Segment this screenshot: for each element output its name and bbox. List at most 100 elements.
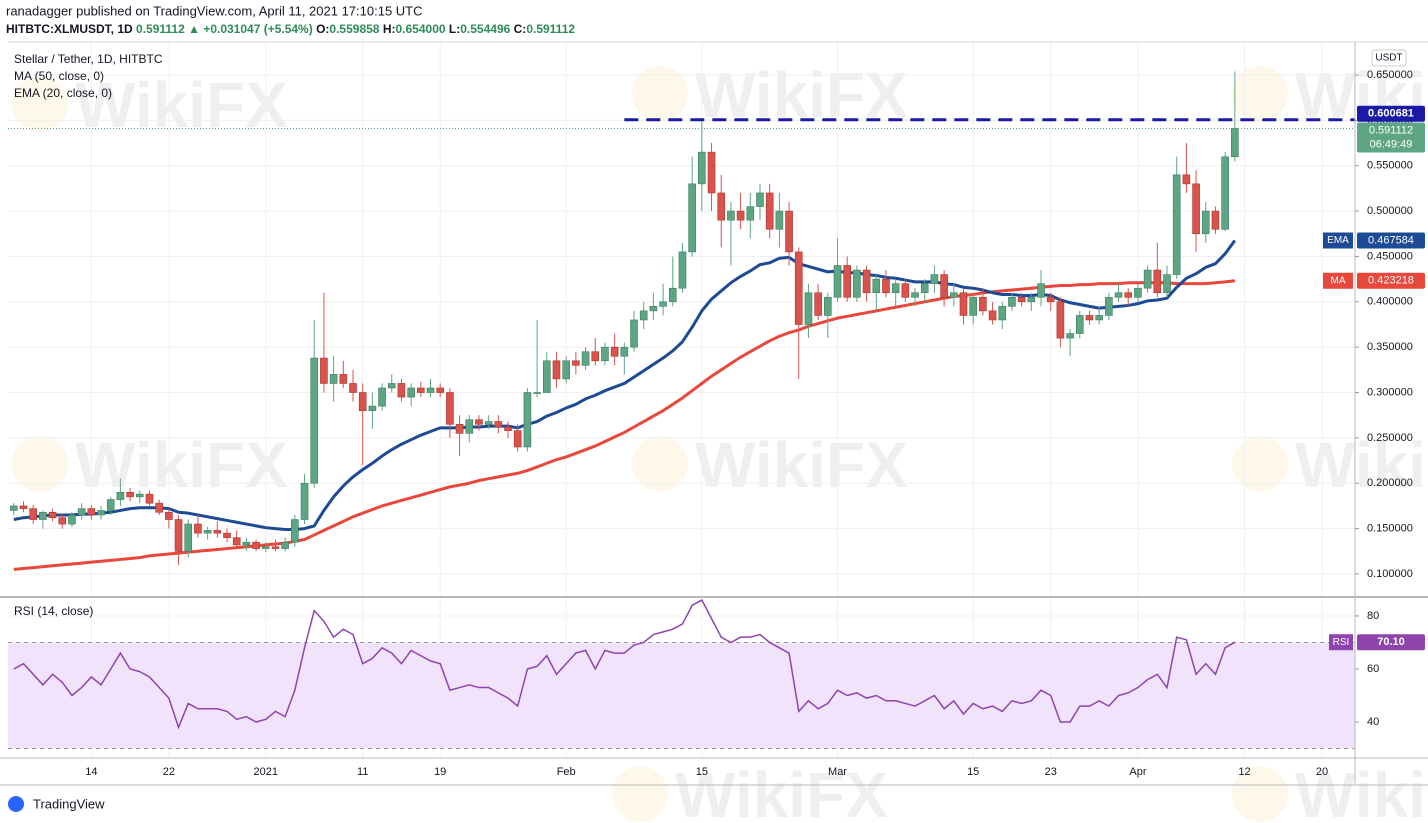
candle-body [668, 287, 677, 303]
candle-body [736, 210, 745, 221]
candle-body [97, 510, 105, 516]
candle-body [1008, 296, 1016, 307]
candle-body [1046, 296, 1055, 303]
candle-body [504, 426, 512, 431]
brand-logo [8, 796, 24, 812]
candle-body [756, 192, 764, 207]
candle-body [48, 511, 57, 519]
high-key: H: [383, 22, 396, 36]
axes: 0.100000 0.150000 0.200000 0.250000 0.300000… [85, 69, 1425, 778]
candle-body [475, 419, 483, 425]
candle-body [513, 430, 522, 448]
candle-body [533, 392, 541, 394]
y-tick-label: 0.100000 [1367, 568, 1413, 580]
candle-body [523, 392, 532, 448]
y-tick-label: 0.350000 [1367, 341, 1413, 353]
candle-body [1182, 174, 1191, 185]
grid [8, 42, 1355, 757]
candle-body [1066, 333, 1074, 339]
symbol: HITBTC:XLMUSDT, 1D [6, 22, 133, 36]
candle-body [542, 360, 551, 393]
candle-body [1114, 292, 1123, 298]
candle-body [698, 151, 706, 185]
candle-body [785, 210, 793, 253]
candle-body [281, 541, 289, 549]
currency: USDT [1375, 53, 1402, 64]
candle-body [387, 383, 396, 389]
watermark-logo [1232, 766, 1288, 822]
candle-body [39, 511, 47, 520]
candle-body [213, 530, 222, 534]
plot [8, 71, 1355, 750]
y-tick-label: 0.450000 [1367, 250, 1413, 262]
watermark-logo [1232, 66, 1288, 122]
candle-body [116, 492, 125, 500]
watermark: WikiFX [75, 69, 288, 141]
rsi-band [8, 642, 1355, 749]
x-tick-label: 12 [1238, 766, 1250, 778]
high-val: 0.654000 [396, 22, 446, 36]
candle-body [901, 283, 910, 298]
candle-body [853, 269, 861, 298]
indicator-tag-label: 0.467584 [1368, 234, 1414, 246]
candle-body [1056, 301, 1065, 339]
y-tick-label: 0.300000 [1367, 386, 1413, 398]
candle-body [10, 505, 18, 511]
candle-body [1221, 156, 1229, 230]
x-tick-label: Mar [828, 766, 847, 778]
candle-body [368, 405, 377, 411]
low-key: L: [449, 22, 460, 36]
candle-body [291, 519, 299, 543]
candle-body [242, 541, 251, 546]
indicator-tag-name: EMA [1327, 235, 1349, 246]
candle-body [678, 251, 687, 289]
candle-body [87, 508, 96, 516]
resistance-tag-label: 0.600681 [1368, 108, 1414, 120]
y-tick-label: 80 [1367, 610, 1379, 622]
y-tick-label: 40 [1367, 716, 1379, 728]
candle-body [426, 387, 435, 393]
candle-body [998, 306, 1007, 321]
y-tick-label: 0.400000 [1367, 296, 1413, 308]
candle-body [77, 508, 86, 516]
y-tick-label: 0.200000 [1367, 477, 1413, 489]
rsi-tag-name: RSI [1333, 637, 1350, 648]
candle-body [581, 351, 590, 366]
legend-ema: EMA (20, close, 0) [14, 86, 112, 100]
candle-body [436, 387, 445, 393]
chart-title: Stellar / Tether, 1D, HITBTC [14, 52, 163, 66]
legend-ma: MA (50, close, 0) [14, 69, 104, 83]
x-tick-label: 22 [163, 766, 175, 778]
resistance-tag [1357, 105, 1425, 122]
candle-body [1017, 296, 1026, 303]
candle-body [979, 296, 987, 312]
candle-body [630, 319, 638, 348]
candle-body [891, 283, 900, 294]
rsi-tag [1357, 634, 1425, 651]
candle-body [68, 514, 76, 525]
candle-body [165, 511, 173, 520]
y-tick-label: 0.250000 [1367, 432, 1413, 444]
publish-info: ranadagger published on TradingView.com,… [6, 3, 423, 18]
candle-body [911, 292, 919, 298]
candle-body [794, 251, 803, 325]
candle-body [126, 492, 134, 498]
candle-body [1201, 210, 1210, 235]
watermark: WikiFX [75, 429, 288, 501]
candle-body [950, 292, 958, 298]
candle-body [1085, 315, 1094, 321]
candle-body [58, 517, 67, 525]
candle-body [29, 508, 37, 520]
candle-body [639, 310, 648, 321]
indicator-tag-name-box [1323, 272, 1353, 289]
candle-body [329, 374, 338, 384]
candle-body [407, 387, 415, 398]
candle-body [591, 351, 600, 362]
candle-body [601, 346, 609, 362]
candle-body [959, 292, 968, 316]
candle-body [106, 499, 115, 511]
x-tick-label: 2021 [254, 766, 278, 778]
candle-body [378, 387, 386, 407]
close-key: C: [514, 22, 527, 36]
countdown: 06:49:49 [1370, 138, 1413, 150]
